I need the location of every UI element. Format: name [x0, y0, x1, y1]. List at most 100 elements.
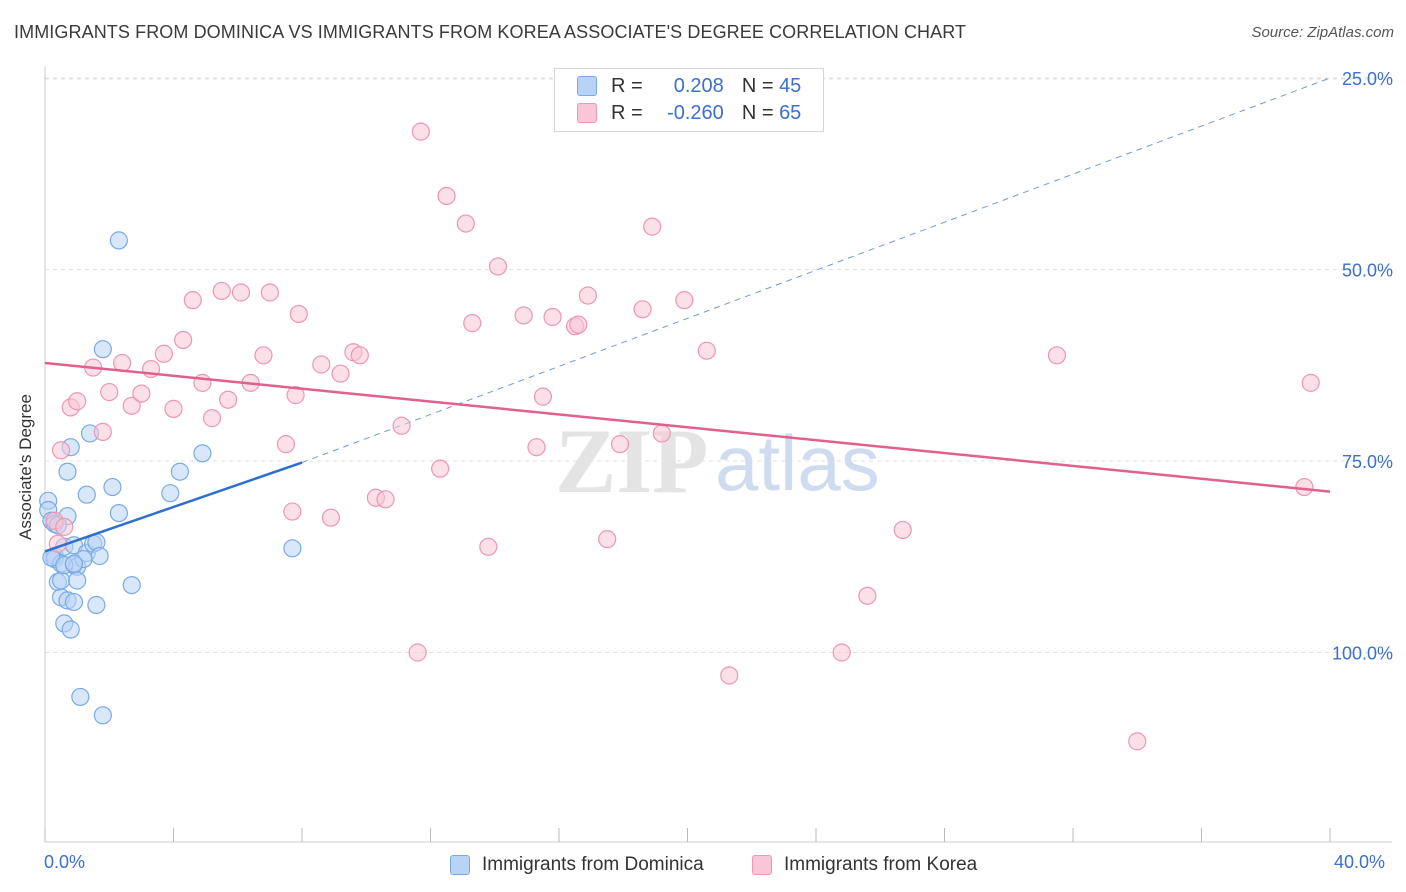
point-korea: [183, 291, 202, 310]
point-korea: [514, 306, 533, 325]
point-korea: [289, 304, 308, 324]
point-dominica: [122, 575, 141, 595]
x-min-label: 0.0%: [44, 852, 86, 872]
point-korea: [1128, 732, 1147, 751]
n-value-dominica: 45: [779, 74, 802, 97]
point-korea: [231, 283, 251, 302]
point-korea: [100, 382, 119, 402]
legend-row-dominica: R = 0.208 N = 45: [577, 73, 801, 99]
point-korea: [408, 643, 427, 662]
point-dominica: [51, 571, 71, 590]
point-korea: [858, 586, 877, 605]
point-dominica: [77, 485, 96, 504]
point-korea: [1047, 346, 1067, 365]
trend-dominica-extension: [301, 77, 1331, 464]
point-korea: [1295, 477, 1314, 497]
chart-title: IMMIGRANTS FROM DOMINICA VS IMMIGRANTS F…: [14, 22, 967, 42]
r-label: R =: [611, 101, 643, 124]
point-korea: [55, 517, 74, 536]
point-korea: [479, 537, 498, 556]
point-korea: [260, 283, 279, 302]
point-dominica: [93, 340, 112, 359]
point-dominica: [93, 706, 112, 725]
series-legend: Immigrants from Dominica Immigrants from…: [0, 852, 1406, 880]
point-korea: [610, 435, 630, 454]
point-korea: [376, 490, 395, 509]
series-korea-points: [45, 122, 1320, 751]
watermark: ZIP atlas: [555, 410, 880, 512]
point-korea: [283, 502, 302, 521]
point-korea: [675, 291, 694, 310]
point-dominica: [161, 484, 180, 503]
r-value-dominica: 0.208: [673, 74, 724, 97]
point-korea: [437, 186, 456, 206]
point-korea: [697, 341, 716, 360]
swatch-dominica: [577, 76, 597, 96]
axes: [44, 66, 1392, 843]
y-axis-label: Associate's Degree: [16, 394, 35, 540]
point-dominica: [58, 462, 77, 481]
point-korea: [633, 300, 652, 319]
legend-row-korea: R = -0.260 N = 65: [577, 100, 801, 126]
gridlines: [45, 77, 1392, 653]
swatch-dominica: [450, 855, 470, 875]
legend-item-dominica: Immigrants from Dominica: [450, 854, 704, 876]
point-korea: [392, 416, 411, 435]
point-dominica: [71, 687, 90, 707]
trend-line-dominica: [44, 461, 303, 553]
point-korea: [331, 364, 350, 383]
point-korea: [154, 344, 173, 363]
legend-label-korea: Immigrants from Korea: [784, 854, 978, 875]
point-korea: [598, 530, 617, 549]
point-dominica: [64, 554, 84, 573]
point-korea: [578, 286, 598, 305]
point-korea: [533, 387, 553, 406]
point-korea: [350, 346, 369, 365]
x-max-label: 40.0%: [1334, 852, 1386, 872]
point-korea: [93, 422, 112, 441]
point-korea: [286, 386, 305, 405]
swatch-korea: [577, 103, 597, 123]
trend-korea: [44, 361, 1331, 493]
r-label: R =: [611, 74, 643, 97]
point-dominica: [68, 571, 87, 590]
point-korea: [68, 392, 87, 411]
r-value-korea: -0.260: [667, 101, 724, 124]
point-korea: [312, 355, 331, 374]
legend-label-dominica: Immigrants from Dominica: [482, 854, 704, 875]
point-dominica: [109, 231, 128, 250]
n-label: N =: [741, 74, 774, 97]
watermark-zip: ZIP: [555, 410, 708, 512]
point-korea: [720, 666, 739, 685]
point-korea: [219, 390, 238, 409]
y-tick-label: 50.0%: [1342, 261, 1393, 281]
point-korea: [488, 257, 508, 276]
point-korea: [643, 217, 662, 236]
point-dominica: [170, 462, 190, 481]
y-tick-label: 75.0%: [1342, 452, 1393, 472]
source-credit: Source: ZipAtlas.com: [1251, 24, 1394, 41]
point-korea: [431, 459, 450, 478]
point-dominica: [283, 539, 302, 558]
point-korea: [254, 346, 273, 365]
y-tick-labels: 100.0% 75.0% 50.0% 25.0%: [1332, 69, 1393, 664]
legend-item-korea: Immigrants from Korea: [752, 854, 977, 876]
point-dominica: [193, 444, 212, 463]
point-korea: [164, 399, 183, 419]
point-korea: [174, 330, 193, 350]
point-korea: [456, 214, 475, 233]
y-tick-label: 25.0%: [1342, 69, 1393, 89]
point-korea: [132, 384, 151, 403]
point-dominica: [87, 595, 106, 615]
n-value-korea: 65: [779, 101, 802, 124]
y-tick-label: 100.0%: [1332, 644, 1393, 664]
point-korea: [122, 396, 141, 415]
point-korea: [832, 643, 851, 662]
point-korea: [569, 315, 588, 334]
point-korea: [1301, 373, 1320, 392]
trend-line-korea: [44, 361, 1331, 493]
point-dominica: [109, 503, 128, 523]
point-dominica: [61, 620, 80, 639]
point-korea: [527, 438, 546, 457]
